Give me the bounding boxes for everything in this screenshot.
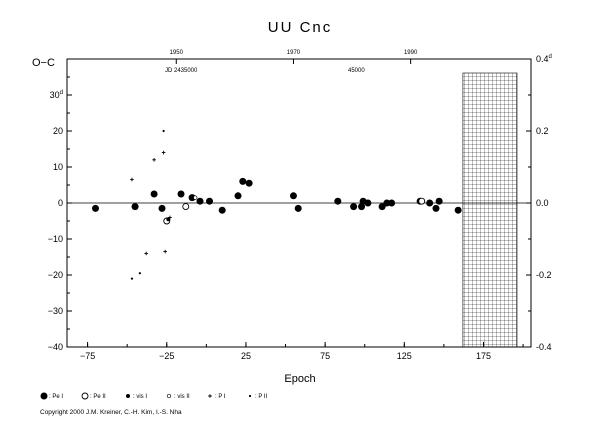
data-point (188, 194, 196, 202)
data-point (166, 217, 171, 222)
y-tick-label: −10 (48, 234, 63, 244)
data-point (294, 204, 302, 212)
data-point (177, 190, 185, 198)
y2-tick-label: 0.4d (536, 54, 552, 64)
x-tick-label: 25 (241, 351, 251, 361)
legend-label: : P II (255, 394, 268, 400)
data-point (130, 277, 134, 280)
chart-title: UU Cnc (268, 19, 333, 36)
data-point (378, 203, 386, 211)
data-point (418, 197, 426, 205)
y2-tick-label: -0.2 (536, 270, 552, 280)
data-point (218, 206, 226, 214)
x-tick-label: −75 (80, 351, 95, 361)
data-point (435, 197, 443, 205)
data-point (432, 204, 440, 212)
data-point (206, 197, 214, 205)
top-axis-jd-value: 45000 (348, 68, 365, 74)
legend-marker (126, 394, 130, 398)
data-point (150, 190, 158, 198)
legend-label: : P I (215, 394, 226, 400)
legend-marker (81, 392, 89, 400)
y-tick-label: 10 (53, 162, 63, 172)
data-point (162, 129, 165, 133)
y-tick-label: 0 (58, 198, 63, 208)
legend-marker (208, 394, 212, 398)
data-point (152, 158, 156, 162)
y-axis-label: O−C (32, 57, 55, 69)
data-point (131, 203, 139, 211)
x-tick-label: 75 (320, 351, 330, 361)
legend-marker (40, 392, 48, 400)
top-year-label: 1990 (404, 50, 418, 56)
data-point (182, 203, 190, 211)
data-point (144, 251, 148, 256)
hatched-region (462, 72, 518, 348)
legend: : Pe I : Pe II : vis I : vis II : P I : P II (40, 392, 268, 400)
data-point (163, 249, 167, 254)
y-tick-label: −20 (48, 270, 63, 280)
y2-tick-label: -0.4 (536, 342, 552, 352)
top-axis-jd-label: JD 2435000 (165, 68, 198, 74)
data-point (334, 197, 342, 205)
data-point (350, 203, 358, 211)
data-point (161, 150, 166, 155)
data-point (454, 206, 462, 214)
data-point (234, 192, 242, 200)
copyright-text: Copyright 2000 J.M. Kreiner, C.-H. Kim, … (40, 409, 182, 416)
x-tick-label: 125 (397, 351, 412, 361)
data-point (239, 177, 247, 185)
x-axis-label: Epoch (284, 373, 315, 385)
data-point (388, 199, 396, 207)
data-point (193, 195, 198, 200)
data-point (289, 192, 297, 200)
top-year-label: 1950 (170, 50, 184, 56)
data-point (364, 199, 372, 207)
legend-label: : Pe II (90, 394, 106, 400)
legend-label: : vis II (174, 394, 190, 400)
y2-tick-label: 0.0 (536, 198, 549, 208)
data-point (130, 177, 134, 182)
x-tick-label: −25 (159, 351, 174, 361)
top-year-label: 1970 (287, 50, 301, 56)
legend-marker (166, 393, 172, 399)
y2-unit-label: d (549, 54, 552, 60)
data-point (92, 204, 100, 212)
y-tick-label: 20 (53, 126, 63, 136)
y-unit-label: d (60, 90, 63, 96)
y2-tick-label: 0.2 (536, 126, 549, 136)
data-point (245, 179, 253, 187)
data-point (426, 199, 434, 207)
data-point (138, 272, 141, 275)
y-tick-label: −30 (48, 306, 63, 316)
x-tick-label: 175 (476, 351, 491, 361)
data-point (196, 197, 204, 205)
y-tick-label: 30d (50, 90, 63, 100)
data-point (158, 204, 166, 212)
y-tick-label: −40 (48, 342, 63, 352)
legend-label: : vis I (133, 394, 147, 400)
legend-label: : Pe I (49, 394, 63, 400)
legend-marker (248, 394, 252, 398)
data-point (168, 215, 172, 220)
data-point (358, 203, 366, 211)
